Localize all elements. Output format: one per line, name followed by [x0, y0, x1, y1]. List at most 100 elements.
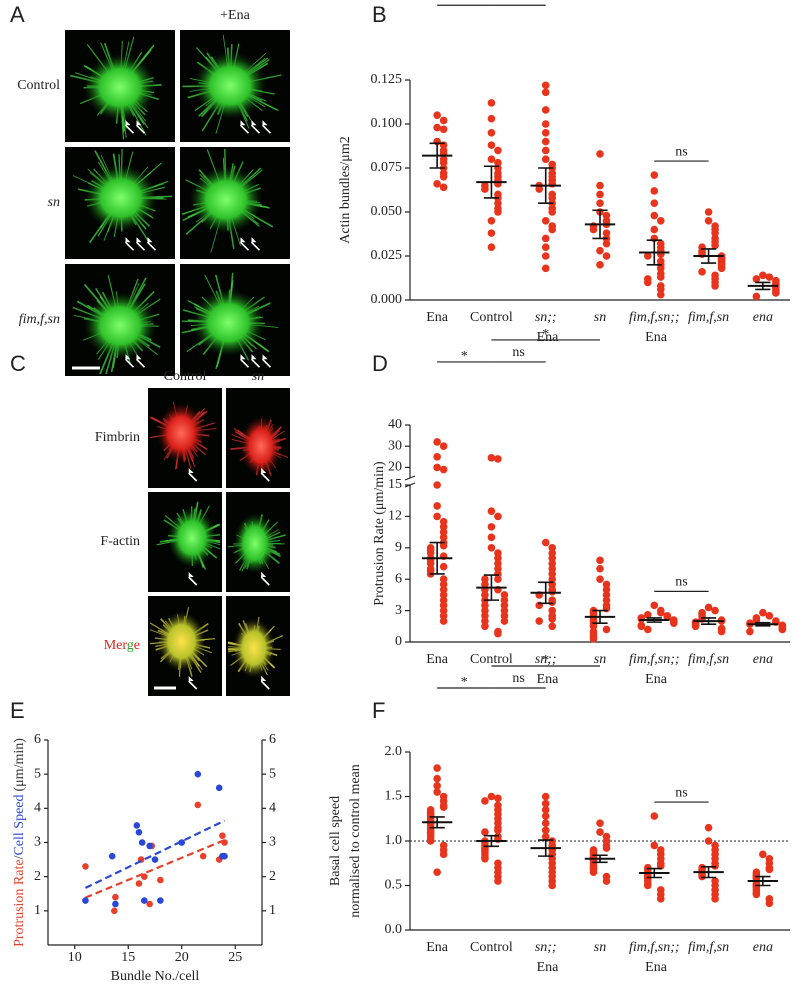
data-point [656, 895, 665, 903]
data-point [500, 606, 509, 615]
data-point [548, 598, 557, 607]
column-header: +Ena [220, 8, 250, 23]
data-point [481, 601, 489, 610]
error-bar [592, 854, 608, 864]
arrow-head [188, 676, 194, 681]
data-point [494, 564, 502, 573]
data-point [439, 158, 448, 167]
data-point [439, 562, 448, 571]
data-point [487, 155, 496, 163]
data-point [439, 442, 448, 451]
data-point [548, 208, 557, 216]
data-point [481, 185, 489, 193]
data-point [650, 812, 659, 820]
x-tick-label: Control [470, 940, 513, 955]
data-point [602, 229, 611, 237]
x-tick-label: sn;; Ena [533, 652, 559, 687]
x-axis-label: Bundle No./cell [111, 969, 200, 984]
data-point [439, 541, 448, 550]
error-bar [700, 866, 717, 879]
error-bar [755, 621, 771, 627]
data-point [541, 826, 550, 835]
error-bar [700, 248, 717, 264]
y-tick-label: 30 [388, 438, 402, 453]
row-label: Fimbrin [95, 430, 140, 445]
y-tick-label: 2.0 [385, 744, 403, 759]
axis-break [404, 475, 416, 481]
data-point [596, 181, 604, 190]
data-point [541, 799, 550, 808]
arrow-head [125, 237, 131, 243]
data-point [656, 217, 665, 225]
data-point [541, 155, 550, 163]
data-point [494, 575, 502, 583]
data-point [656, 285, 665, 294]
data-point [596, 556, 604, 565]
data-point [112, 893, 119, 901]
data-point [487, 99, 496, 107]
arrow-head [262, 354, 268, 360]
x-tick-label: fim,f,sn [688, 652, 729, 667]
y-axis-label: Basal cell speed [328, 796, 343, 886]
y2-tick-label: 5 [269, 766, 276, 781]
data-point [650, 225, 659, 234]
arrow [250, 358, 261, 368]
data-point [669, 619, 678, 627]
significance-label: ns [512, 671, 524, 686]
y-tick-label: 6 [34, 732, 41, 747]
data-point [589, 635, 598, 643]
data-point [111, 907, 118, 915]
data-point [157, 897, 164, 904]
data-point [717, 627, 726, 636]
arrow-head [125, 120, 131, 126]
data-point [481, 580, 489, 589]
data-point [656, 273, 665, 281]
arrow [188, 576, 198, 586]
y-tick-label: 9 [395, 540, 402, 555]
data-point [548, 194, 557, 202]
data-point [656, 608, 665, 617]
y-axis-label-part: / [12, 855, 27, 859]
data-point [426, 549, 435, 557]
data-point [494, 146, 502, 155]
arrow-head [136, 120, 142, 126]
panel-letter: C [10, 351, 26, 376]
y-tick-label: 20 [388, 460, 402, 475]
data-point [541, 264, 550, 273]
data-point [717, 264, 726, 273]
data-point [541, 129, 550, 137]
data-point [494, 559, 502, 568]
data-point [439, 465, 448, 474]
data-point [541, 806, 550, 814]
arrow-head [261, 572, 267, 577]
data-point [596, 190, 604, 199]
data-point [178, 839, 186, 846]
data-point [487, 533, 496, 542]
panel-letter: D [372, 351, 388, 376]
data-point [82, 863, 89, 870]
x-tick-label: fim,f,sn;; Ena [629, 940, 680, 975]
data-point [433, 463, 441, 472]
data-point [656, 290, 665, 299]
data-point [535, 617, 544, 625]
row-label: Merge [104, 638, 140, 653]
arrow-head [188, 572, 194, 577]
data-point [439, 585, 448, 594]
data-point [487, 243, 496, 251]
y-tick-label: 3 [34, 835, 41, 850]
data-point [439, 523, 448, 531]
arrow [239, 358, 250, 368]
data-point [548, 564, 557, 573]
y-tick-label: 0.025 [371, 248, 403, 263]
data-point [487, 114, 496, 123]
data-point [439, 575, 448, 583]
data-point [433, 512, 441, 521]
error-bar [646, 239, 662, 266]
y-tick-label: 5 [34, 766, 41, 781]
x-tick-label: sn;; Ena [533, 310, 559, 345]
data-point [704, 217, 713, 225]
data-point [494, 629, 502, 638]
arrow [188, 472, 198, 482]
